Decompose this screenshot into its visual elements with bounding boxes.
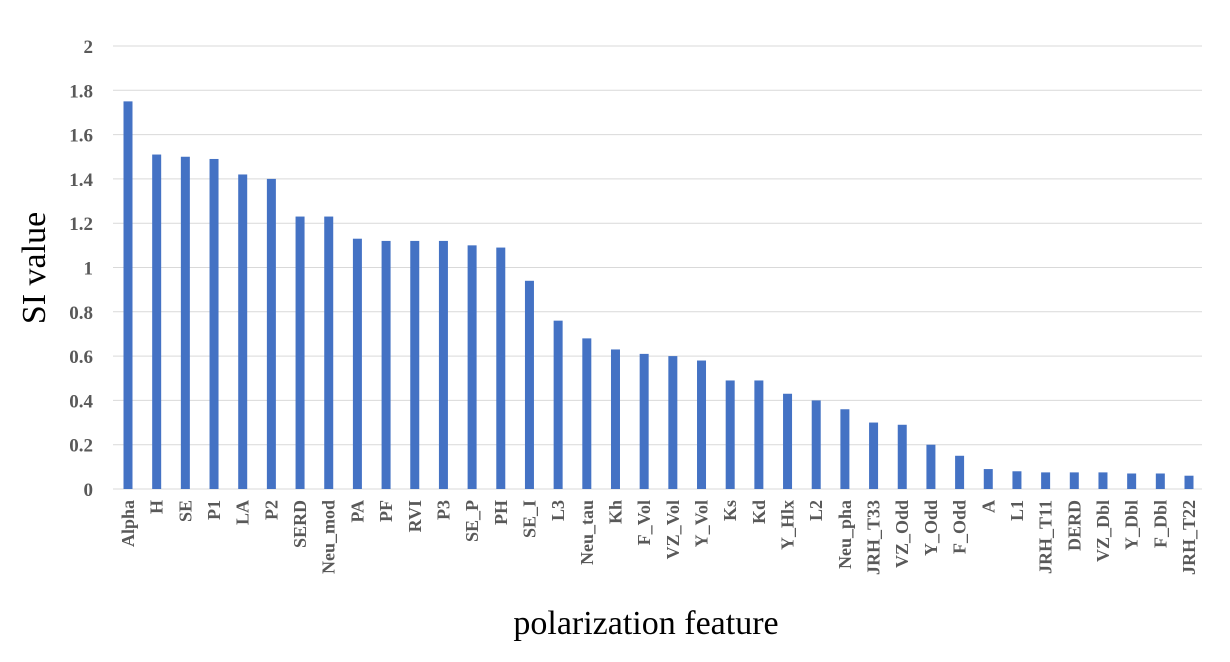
x-tick-label: L2 <box>806 500 826 521</box>
bar <box>668 356 678 489</box>
y-tick-label: 0.8 <box>69 303 93 324</box>
bar <box>926 444 936 489</box>
y-tick-label: 1.6 <box>69 126 93 147</box>
x-axis-title: polarization feature <box>513 605 778 642</box>
bar <box>524 280 534 489</box>
x-tick-label: PH <box>491 500 511 525</box>
x-tick-label: RVI <box>405 500 425 532</box>
y-tick-labels: 0 0.2 0.4 0.6 0.8 1 1.2 1.4 1.6 1.8 2 <box>69 37 93 501</box>
bar <box>180 156 190 489</box>
x-tick-label: Kh <box>605 500 625 524</box>
bar <box>381 240 391 489</box>
y-tick-label: 2 <box>84 37 94 58</box>
bar <box>610 349 620 489</box>
y-tick-label: 0 <box>84 480 94 501</box>
y-tick-label: 1.8 <box>69 81 93 102</box>
x-tick-label: VZ_Vol <box>663 500 683 559</box>
bar <box>1041 472 1051 489</box>
y-tick-label: 0.2 <box>69 436 93 457</box>
x-tick-label: LA <box>233 500 253 525</box>
x-tick-label: SE_I <box>519 500 539 538</box>
x-tick-label: Y_Hlx <box>778 500 798 550</box>
x-tick-label: Neu_mod <box>319 500 339 574</box>
bar <box>1098 472 1108 489</box>
bar <box>438 240 448 489</box>
bar <box>955 455 965 489</box>
bar <box>324 216 334 489</box>
x-tick-label: Ks <box>720 500 740 521</box>
x-tick-label: JRH_T33 <box>864 500 884 575</box>
x-tick-label: P2 <box>261 500 281 520</box>
x-tick-label: P1 <box>204 500 224 520</box>
bar <box>238 174 248 489</box>
bar <box>1127 473 1137 489</box>
x-tick-label: VZ_Odd <box>892 500 912 568</box>
bar <box>897 424 907 489</box>
bar <box>697 360 707 489</box>
x-tick-label: Neu_tau <box>577 500 597 565</box>
x-tick-label: Y_Vol <box>692 500 712 547</box>
bar <box>1069 472 1079 489</box>
bar <box>152 154 162 489</box>
x-tick-label: Kd <box>749 500 769 524</box>
x-tick-label: VZ_Dbl <box>1093 500 1113 562</box>
bar <box>639 353 649 489</box>
x-tick-label: Neu_pha <box>835 500 855 569</box>
y-tick-label: 0.4 <box>69 391 93 412</box>
bar <box>410 240 420 489</box>
bar <box>1155 473 1165 489</box>
x-tick-label: A <box>978 500 998 513</box>
bar <box>811 400 821 489</box>
bar <box>553 320 563 489</box>
bar <box>295 216 305 489</box>
x-tick-label: PA <box>347 500 367 523</box>
bar <box>983 469 993 489</box>
x-tick-label: F_Odd <box>950 500 970 554</box>
x-tick-label: L3 <box>548 500 568 521</box>
y-tick-label: 1.2 <box>69 214 93 235</box>
gridlines <box>113 45 1202 490</box>
x-tick-label: Alpha <box>118 500 138 547</box>
x-tick-label: L1 <box>1007 500 1027 521</box>
x-tick-label: H <box>147 500 167 514</box>
x-tick-label: F_Vol <box>634 500 654 545</box>
x-tick-label: Y_Dbl <box>1122 500 1142 550</box>
y-tick-label: 1 <box>84 259 94 280</box>
bar <box>467 245 477 489</box>
bar <box>1012 471 1022 489</box>
x-tick-label: SERD <box>290 500 310 548</box>
bar <box>754 380 764 489</box>
x-tick-labels: Alpha H SE P1 LA P2 SERD Neu_mod PA PF RVI P3 SE_P PH… <box>118 500 1199 575</box>
bar <box>352 238 362 489</box>
bar <box>725 380 735 489</box>
x-tick-label: P3 <box>433 500 453 520</box>
bar <box>123 101 133 489</box>
x-tick-label: F_Dbl <box>1150 500 1170 548</box>
bar <box>266 178 276 489</box>
x-tick-label: PF <box>376 500 396 522</box>
x-tick-label: DERD <box>1064 500 1084 551</box>
bar <box>840 409 850 489</box>
bar <box>1184 475 1194 489</box>
bar <box>209 158 219 489</box>
bar <box>496 247 506 489</box>
x-tick-label: SE_P <box>462 500 482 542</box>
y-tick-label: 0.6 <box>69 347 93 368</box>
bar <box>783 393 793 489</box>
x-tick-label: JRH_T11 <box>1036 500 1056 574</box>
x-tick-label: SE <box>175 500 195 522</box>
bar <box>582 338 592 489</box>
y-axis-title: SI value <box>16 212 53 324</box>
y-tick-label: 1.4 <box>69 170 93 191</box>
bar <box>869 422 879 489</box>
bars <box>123 101 1194 489</box>
x-tick-label: Y_Odd <box>921 500 941 556</box>
x-tick-label: JRH_T22 <box>1179 500 1199 575</box>
